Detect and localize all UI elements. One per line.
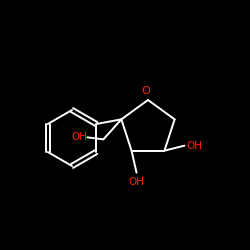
Text: OH: OH xyxy=(128,177,144,187)
Text: OH: OH xyxy=(71,132,87,142)
Text: O: O xyxy=(142,86,150,96)
Text: OH: OH xyxy=(186,141,202,151)
